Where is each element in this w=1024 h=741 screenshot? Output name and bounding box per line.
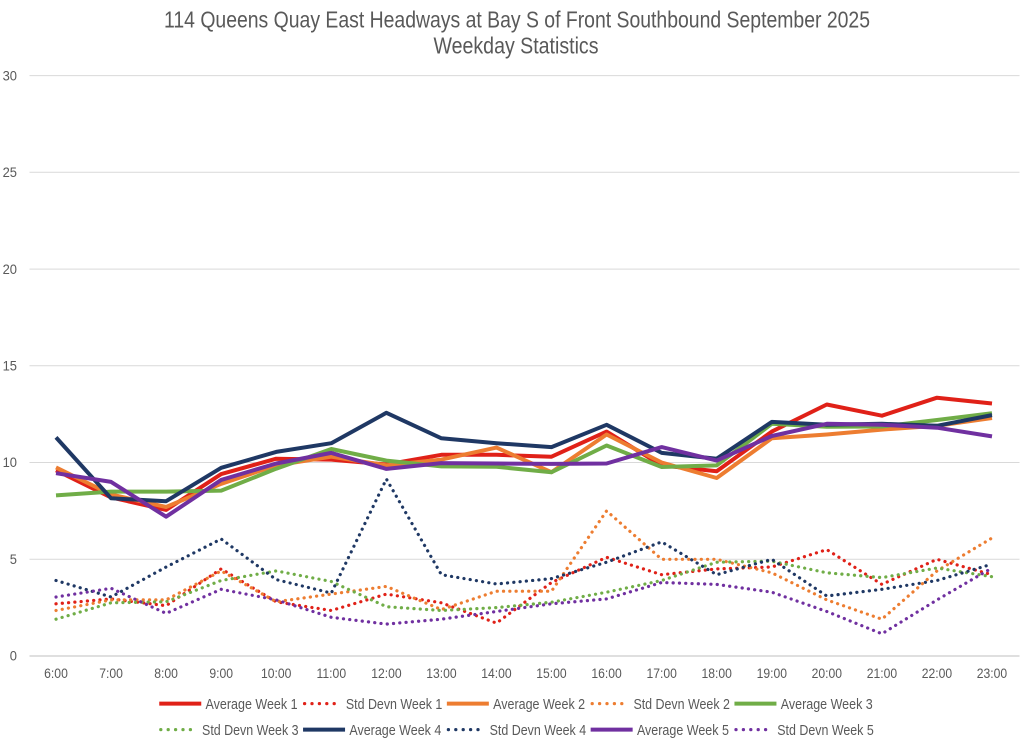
svg-text:20:00: 20:00: [812, 665, 843, 681]
svg-text:Average Week 2: Average Week 2: [493, 697, 585, 713]
svg-text:Average Week 4: Average Week 4: [349, 723, 441, 739]
svg-text:9:00: 9:00: [209, 665, 233, 681]
svg-text:10:00: 10:00: [261, 665, 292, 681]
svg-text:Average Week 3: Average Week 3: [781, 697, 873, 713]
svg-text:16:00: 16:00: [591, 665, 622, 681]
svg-text:Std Devn Week 2: Std Devn Week 2: [633, 697, 730, 713]
svg-text:8:00: 8:00: [154, 665, 178, 681]
svg-text:Std Devn Week 3: Std Devn Week 3: [202, 723, 298, 739]
svg-text:Average Week 1: Average Week 1: [206, 697, 298, 713]
svg-text:Std Devn Week 4: Std Devn Week 4: [490, 723, 587, 739]
svg-text:17:00: 17:00: [647, 665, 678, 681]
svg-text:0: 0: [10, 648, 17, 664]
svg-text:Std Devn Week 1: Std Devn Week 1: [346, 697, 443, 713]
svg-text:23:00: 23:00: [977, 665, 1008, 681]
svg-text:15:00: 15:00: [536, 665, 567, 681]
svg-text:21:00: 21:00: [867, 665, 898, 681]
svg-text:15: 15: [3, 358, 18, 374]
svg-text:18:00: 18:00: [702, 665, 733, 681]
svg-text:19:00: 19:00: [757, 665, 788, 681]
svg-text:Average Week 5: Average Week 5: [637, 723, 729, 739]
svg-text:25: 25: [3, 164, 18, 180]
svg-text:6:00: 6:00: [44, 665, 68, 681]
svg-text:114 Queens Quay East Headways: 114 Queens Quay East Headways at Bay S o…: [164, 7, 870, 33]
svg-text:20: 20: [3, 261, 18, 277]
svg-text:14:00: 14:00: [481, 665, 512, 681]
svg-text:12:00: 12:00: [371, 665, 402, 681]
svg-text:30: 30: [3, 67, 18, 83]
svg-text:13:00: 13:00: [426, 665, 457, 681]
svg-text:Std Devn Week 5: Std Devn Week 5: [777, 723, 874, 739]
svg-text:5: 5: [10, 551, 17, 567]
svg-text:10: 10: [3, 454, 18, 470]
svg-text:Weekday Statistics: Weekday Statistics: [434, 33, 599, 59]
svg-text:7:00: 7:00: [99, 665, 123, 681]
svg-text:22:00: 22:00: [922, 665, 953, 681]
svg-text:11:00: 11:00: [317, 665, 347, 681]
